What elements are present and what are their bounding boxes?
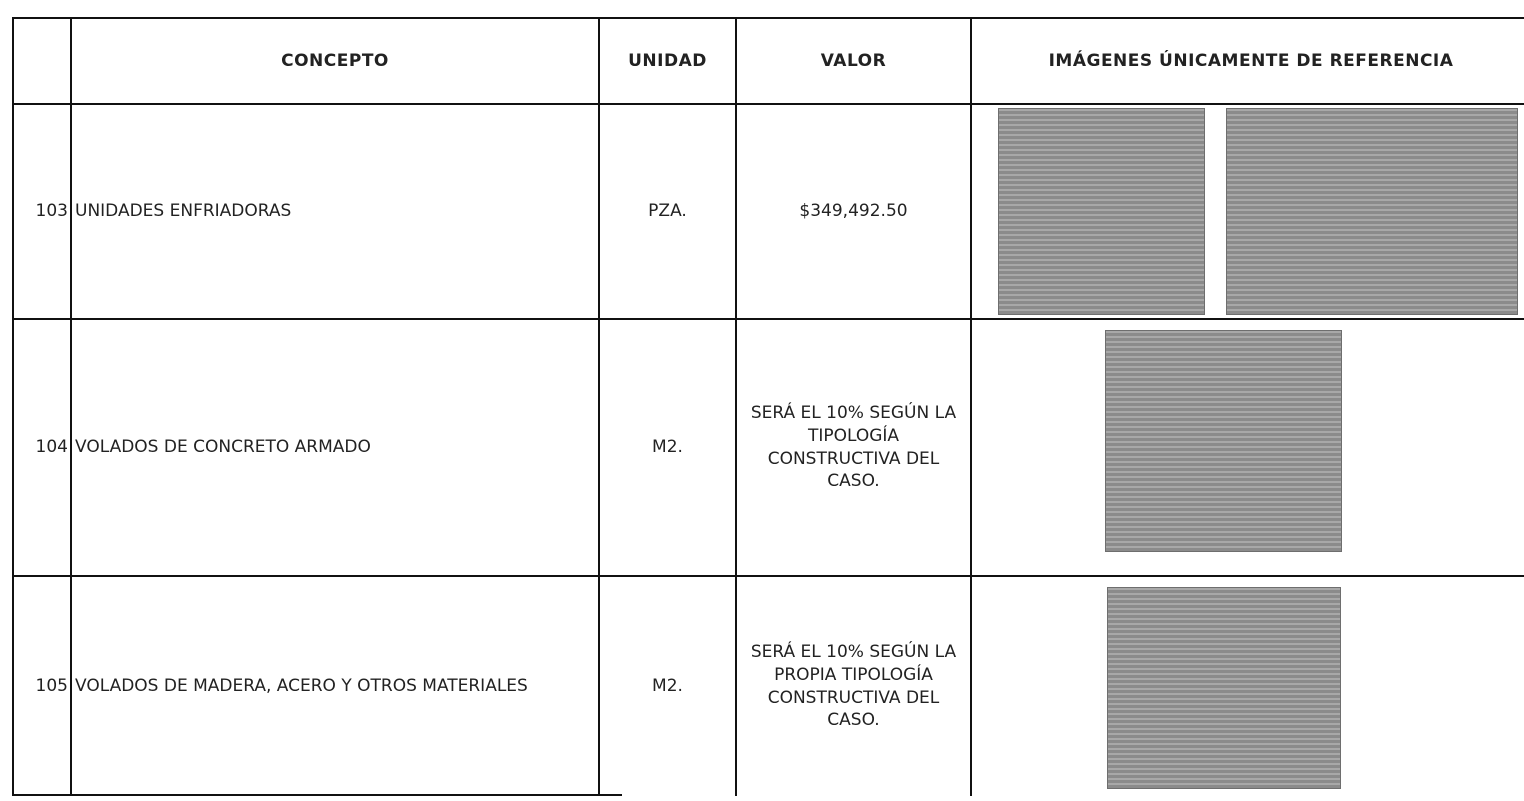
- unit-text: M2.: [652, 676, 683, 697]
- value: SERÁ EL 10% SEGÚN LA TIPOLOGÍA CONSTRUCT…: [735, 318, 970, 575]
- item-number: 105: [12, 575, 70, 796]
- reference-image: [1107, 587, 1341, 789]
- unit: M2.: [598, 575, 735, 796]
- item-number-text: 103: [35, 201, 68, 222]
- header-cell-text: UNIDAD: [628, 50, 707, 71]
- concept-text: UNIDADES ENFRIADORAS: [75, 201, 292, 222]
- concept: UNIDADES ENFRIADORAS: [70, 103, 598, 318]
- value: $349,492.50: [735, 103, 970, 318]
- header-cell: UNIDAD: [598, 17, 735, 103]
- image-cell: [970, 318, 1524, 575]
- value-text: SERÁ EL 10% SEGÚN LA TIPOLOGÍA CONSTRUCT…: [750, 402, 957, 492]
- reference-image: [998, 108, 1205, 315]
- header-cell: [12, 17, 70, 103]
- concept: VOLADOS DE MADERA, ACERO Y OTROS MATERIA…: [70, 575, 598, 796]
- value: SERÁ EL 10% SEGÚN LA PROPIA TIPOLOGÍA CO…: [735, 575, 970, 796]
- image-cell: [970, 103, 1524, 318]
- unit: M2.: [598, 318, 735, 575]
- unit-text: PZA.: [648, 201, 687, 222]
- concept-text: VOLADOS DE CONCRETO ARMADO: [75, 437, 371, 458]
- concept: VOLADOS DE CONCRETO ARMADO: [70, 318, 598, 575]
- image-cell: [970, 575, 1524, 796]
- header-cell: CONCEPTO: [70, 17, 598, 103]
- header-cell-text: IMÁGENES ÚNICAMENTE DE REFERENCIA: [1048, 50, 1454, 71]
- unit-text: M2.: [652, 437, 683, 458]
- unit: PZA.: [598, 103, 735, 318]
- value-text: SERÁ EL 10% SEGÚN LA PROPIA TIPOLOGÍA CO…: [750, 641, 957, 731]
- header-cell-text: CONCEPTO: [281, 50, 389, 71]
- item-number-text: 104: [35, 437, 68, 458]
- item-number-text: 105: [35, 676, 68, 697]
- item-number: 103: [12, 103, 70, 318]
- reference-image: [1105, 330, 1342, 552]
- header-cell: VALOR: [735, 17, 970, 103]
- header-cell: IMÁGENES ÚNICAMENTE DE REFERENCIA: [970, 17, 1524, 103]
- concept-text: VOLADOS DE MADERA, ACERO Y OTROS MATERIA…: [75, 676, 528, 697]
- header-cell-text: VALOR: [820, 50, 887, 71]
- item-number: 104: [12, 318, 70, 575]
- value-text: $349,492.50: [799, 201, 908, 222]
- reference-image: [1226, 108, 1518, 315]
- table-bottom-border: [12, 794, 622, 796]
